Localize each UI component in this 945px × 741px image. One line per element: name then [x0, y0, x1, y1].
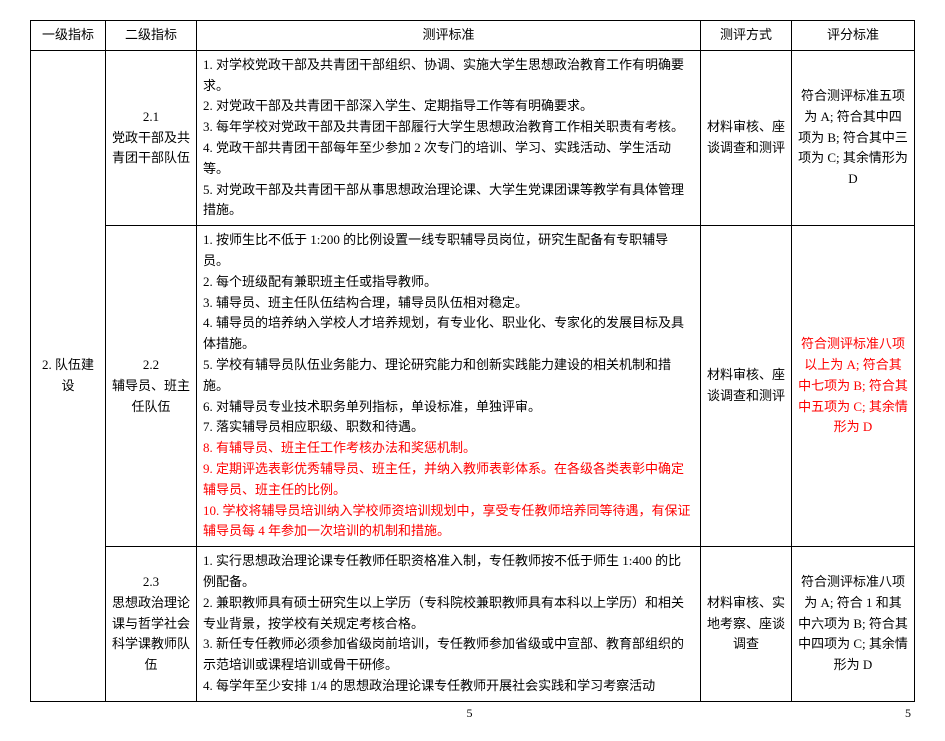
table-row: 2.3 思想政治理论课与哲学社会科学课教师队伍 1. 实行思想政治理论课专任教师…: [31, 547, 915, 702]
page-number-left: 5: [34, 706, 905, 721]
header-score: 评分标准: [792, 21, 915, 51]
header-standard: 测评标准: [197, 21, 701, 51]
level2-cell: 2.3 思想政治理论课与哲学社会科学课教师队伍: [106, 547, 197, 702]
page-footer: 5 5: [30, 706, 915, 721]
page-number-right: 5: [905, 706, 911, 721]
header-method: 测评方式: [701, 21, 792, 51]
score-cell-highlight: 符合测评标准八项以上为 A; 符合其中七项为 B; 符合其中五项为 C; 其余情…: [792, 226, 915, 547]
level2-cell: 2.2 辅导员、班主任队伍: [106, 226, 197, 547]
table-row: 2. 队伍建设 2.1 党政干部及共青团干部队伍 1. 对学校党政干部及共青团干…: [31, 50, 915, 225]
header-row: 一级指标 二级指标 测评标准 测评方式 评分标准: [31, 21, 915, 51]
level1-cell: 2. 队伍建设: [31, 50, 106, 701]
header-l1: 一级指标: [31, 21, 106, 51]
level2-cell: 2.1 党政干部及共青团干部队伍: [106, 50, 197, 225]
standard-cell: 1. 按师生比不低于 1:200 的比例设置一线专职辅导员岗位，研究生配备有专职…: [197, 226, 701, 547]
method-cell: 材料审核、座谈调查和测评: [701, 50, 792, 225]
score-cell: 符合测评标准八项为 A; 符合 1 和其中六项为 B; 符合其中四项为 C; 其…: [792, 547, 915, 702]
standard-text-highlight: 8. 有辅导员、班主任工作考核办法和奖惩机制。 9. 定期评选表彰优秀辅导员、班…: [203, 440, 691, 538]
header-l2: 二级指标: [106, 21, 197, 51]
table-row: 2.2 辅导员、班主任队伍 1. 按师生比不低于 1:200 的比例设置一线专职…: [31, 226, 915, 547]
method-cell: 材料审核、座谈调查和测评: [701, 226, 792, 547]
evaluation-table: 一级指标 二级指标 测评标准 测评方式 评分标准 2. 队伍建设 2.1 党政干…: [30, 20, 915, 702]
standard-cell: 1. 对学校党政干部及共青团干部组织、协调、实施大学生思想政治教育工作有明确要求…: [197, 50, 701, 225]
standard-cell: 1. 实行思想政治理论课专任教师任职资格准入制，专任教师按不低于师生 1:400…: [197, 547, 701, 702]
score-cell: 符合测评标准五项为 A; 符合其中四项为 B; 符合其中三项为 C; 其余情形为…: [792, 50, 915, 225]
standard-text: 1. 按师生比不低于 1:200 的比例设置一线专职辅导员岗位，研究生配备有专职…: [203, 232, 684, 434]
method-cell: 材料审核、实地考察、座谈调查: [701, 547, 792, 702]
